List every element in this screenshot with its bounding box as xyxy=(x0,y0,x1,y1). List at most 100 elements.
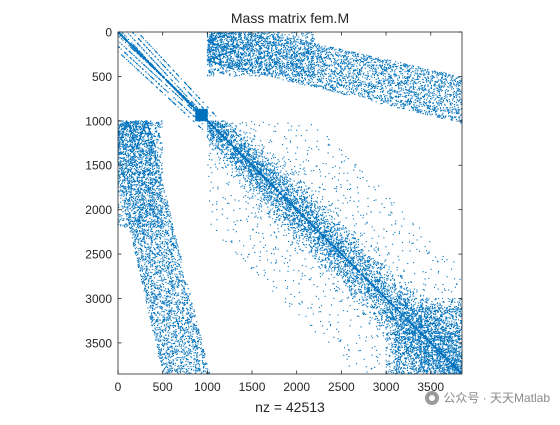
data-point xyxy=(161,86,163,88)
data-point xyxy=(412,323,414,326)
data-point xyxy=(248,162,250,164)
data-point xyxy=(196,95,198,97)
data-point xyxy=(202,110,204,112)
data-point xyxy=(425,337,427,339)
data-point xyxy=(213,113,215,115)
data-point xyxy=(196,106,198,109)
data-point xyxy=(202,101,204,103)
data-point xyxy=(314,228,317,230)
data-point xyxy=(143,64,146,66)
data-point xyxy=(194,104,196,106)
data-point xyxy=(203,117,205,119)
data-point xyxy=(395,308,397,310)
data-point xyxy=(163,342,165,344)
data-point xyxy=(175,94,177,96)
data-point xyxy=(198,125,200,127)
data-point xyxy=(182,95,184,97)
data-point xyxy=(128,45,130,47)
data-point xyxy=(199,112,201,114)
data-point xyxy=(186,331,188,333)
data-point xyxy=(206,118,208,120)
data-point xyxy=(186,99,188,101)
data-point xyxy=(265,65,268,67)
data-point xyxy=(155,81,157,83)
data-point xyxy=(185,88,187,90)
data-point xyxy=(197,119,199,121)
data-point xyxy=(222,135,224,137)
data-point xyxy=(130,47,132,49)
data-point xyxy=(132,37,134,39)
data-point xyxy=(184,98,186,100)
data-point xyxy=(280,193,282,195)
data-point xyxy=(147,68,149,70)
data-point xyxy=(164,94,166,96)
data-point xyxy=(133,47,135,49)
data-point xyxy=(206,110,208,112)
data-point xyxy=(139,123,141,125)
data-point xyxy=(177,92,179,94)
data-point xyxy=(201,117,203,119)
data-point xyxy=(134,142,137,144)
data-point xyxy=(194,110,196,112)
data-point xyxy=(204,110,206,112)
data-point xyxy=(201,112,203,114)
data-point xyxy=(288,201,290,203)
data-point xyxy=(351,264,353,266)
data-point xyxy=(273,186,275,188)
data-point xyxy=(143,290,145,292)
data-point xyxy=(145,59,147,61)
data-point xyxy=(169,82,171,85)
data-point xyxy=(146,60,148,62)
data-point xyxy=(203,109,205,111)
data-point xyxy=(133,50,135,52)
data-point xyxy=(176,79,178,81)
data-point xyxy=(149,271,151,273)
data-point xyxy=(150,57,153,59)
data-point xyxy=(192,120,194,122)
data-point xyxy=(203,114,205,116)
data-point xyxy=(205,114,207,117)
data-point xyxy=(403,315,405,317)
data-point xyxy=(176,91,178,93)
data-point xyxy=(200,118,202,120)
data-point xyxy=(197,111,199,113)
data-point xyxy=(205,120,207,122)
data-point xyxy=(168,98,170,100)
data-point xyxy=(150,65,152,67)
data-point xyxy=(443,115,445,117)
data-point xyxy=(198,118,200,121)
data-point xyxy=(336,61,338,63)
data-point xyxy=(192,91,194,93)
data-point xyxy=(198,96,200,98)
data-point xyxy=(411,323,413,325)
data-point xyxy=(123,56,125,58)
data-point xyxy=(316,81,319,84)
data-point xyxy=(187,91,190,93)
data-point xyxy=(124,38,126,40)
data-point xyxy=(184,112,186,114)
data-point xyxy=(172,75,174,77)
data-point xyxy=(320,233,322,235)
data-point xyxy=(145,40,147,42)
data-point xyxy=(324,236,326,239)
data-point xyxy=(459,370,461,372)
data-point xyxy=(204,113,206,115)
data-point xyxy=(120,38,122,40)
data-point xyxy=(141,68,144,70)
data-point xyxy=(352,264,354,266)
data-point xyxy=(169,71,171,73)
data-point xyxy=(141,62,143,64)
data-point xyxy=(171,74,173,76)
data-points xyxy=(117,31,463,375)
data-point xyxy=(124,41,127,43)
data-point xyxy=(180,78,182,80)
data-point xyxy=(164,72,166,74)
data-point xyxy=(263,176,265,178)
data-point xyxy=(357,269,359,271)
data-point xyxy=(239,153,241,155)
data-point xyxy=(139,51,141,53)
data-point xyxy=(192,104,194,106)
data-point xyxy=(142,74,144,76)
data-point xyxy=(165,241,167,244)
data-point xyxy=(170,83,172,85)
